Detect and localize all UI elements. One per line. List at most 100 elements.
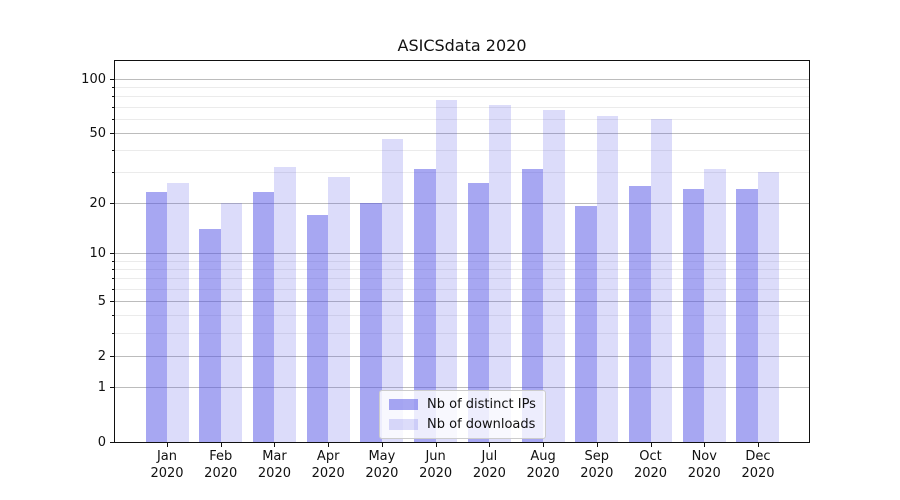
bar-downloads	[650, 118, 673, 442]
y-minor-tick-mark	[112, 87, 114, 89]
grid-minor-line	[115, 106, 809, 108]
legend-label-downloads: Nb of downloads	[427, 417, 536, 432]
y-minor-tick-mark	[112, 315, 114, 317]
grid-major-line	[115, 202, 809, 204]
bar-downloads	[381, 139, 404, 442]
legend-item-downloads: Nb of downloads	[389, 417, 536, 432]
y-minor-tick-mark	[112, 278, 114, 280]
grid-minor-line	[115, 87, 809, 89]
x-tick-label: Aug 2020	[511, 448, 575, 482]
x-tick-mark	[167, 443, 168, 447]
y-tick-label: 20	[89, 195, 106, 211]
x-tick-label: Nov 2020	[672, 448, 736, 482]
grid-minor-line	[115, 118, 809, 120]
y-tick-label: 100	[81, 72, 106, 88]
y-tick-mark	[110, 202, 114, 204]
x-tick-month: Aug	[530, 449, 556, 464]
x-tick-label: May 2020	[350, 448, 414, 482]
grid-major-line	[115, 355, 809, 357]
legend-label-distinct-ips: Nb of distinct IPs	[427, 397, 536, 412]
x-tick-year: 2020	[365, 466, 399, 481]
bar-downloads	[274, 167, 296, 442]
bar-downloads	[167, 182, 189, 442]
plot-area: Nb of distinct IPs Nb of downloads	[114, 60, 810, 443]
x-tick-month: Apr	[316, 449, 340, 464]
grid-minor-line	[115, 171, 809, 173]
y-tick-label: 0	[97, 435, 106, 450]
grid-minor-line	[115, 332, 809, 334]
y-tick-mark	[110, 442, 114, 443]
legend-swatch-downloads	[389, 419, 418, 430]
bar-downloads	[328, 177, 350, 442]
x-tick-month: Oct	[639, 449, 662, 464]
grid-minor-line	[115, 315, 809, 317]
bar-distinct-ips	[252, 192, 275, 442]
x-tick-year: 2020	[741, 466, 775, 481]
x-tick-label: Oct 2020	[619, 448, 683, 482]
y-tick-mark	[110, 79, 114, 81]
bar-distinct-ips	[736, 188, 758, 442]
x-tick-month: Mar	[262, 449, 287, 464]
bar-distinct-ips	[360, 202, 382, 442]
x-tick-mark	[435, 443, 437, 447]
y-minor-tick-mark	[112, 149, 114, 151]
x-tick-mark	[650, 443, 652, 447]
x-tick-mark	[757, 443, 759, 447]
bar-downloads	[757, 171, 780, 442]
x-tick-month: Dec	[745, 449, 771, 464]
x-tick-mark	[489, 443, 491, 447]
bar-downloads	[596, 116, 619, 442]
bar-downloads	[543, 110, 565, 442]
y-tick-label: 2	[97, 348, 106, 364]
x-tick-month: Jul	[481, 449, 498, 464]
x-tick-label: Sep 2020	[565, 448, 629, 482]
legend-swatch-distinct-ips	[389, 399, 418, 410]
x-tick-label: Feb 2020	[189, 448, 253, 482]
x-tick-mark	[220, 443, 222, 447]
legend: Nb of distinct IPs Nb of downloads	[379, 390, 546, 439]
y-minor-tick-mark	[112, 96, 114, 98]
x-tick-year: 2020	[311, 466, 345, 481]
x-tick-month: Feb	[209, 449, 233, 464]
x-tick-month: Sep	[584, 449, 610, 464]
grid-minor-line	[115, 96, 809, 98]
bar-downloads	[489, 104, 511, 442]
y-tick-label: 50	[89, 125, 106, 141]
x-tick-mark	[328, 443, 330, 447]
x-tick-label: Apr 2020	[296, 448, 360, 482]
grid-minor-line	[115, 149, 809, 151]
x-tick-year: 2020	[687, 466, 721, 481]
x-tick-year: 2020	[580, 466, 614, 481]
grid-major-line	[115, 132, 809, 134]
x-tick-year: 2020	[150, 466, 184, 481]
y-minor-tick-mark	[112, 269, 114, 271]
x-tick-mark	[381, 443, 383, 447]
x-tick-month: Jan	[156, 449, 178, 464]
grid-major-line	[115, 301, 809, 303]
x-tick-year: 2020	[204, 466, 238, 481]
y-minor-tick-mark	[112, 171, 114, 173]
bar-downloads	[435, 100, 458, 442]
bar-distinct-ips	[521, 169, 544, 442]
y-tick-mark	[110, 132, 114, 134]
x-tick-year: 2020	[419, 466, 453, 481]
x-tick-mark	[543, 443, 545, 447]
x-tick-label: Jul 2020	[457, 448, 521, 482]
bar-distinct-ips	[306, 214, 329, 442]
grid-major-line	[115, 79, 809, 81]
x-tick-label: Mar 2020	[242, 448, 306, 482]
bar-distinct-ips	[414, 169, 436, 442]
y-minor-tick-mark	[112, 332, 114, 334]
x-tick-year: 2020	[633, 466, 668, 481]
x-tick-label: Jan 2020	[135, 448, 199, 482]
bar-distinct-ips	[682, 188, 705, 442]
bar-distinct-ips	[199, 229, 221, 442]
y-minor-tick-mark	[112, 118, 114, 120]
x-tick-month: May	[368, 449, 396, 464]
y-minor-tick-mark	[112, 288, 114, 290]
x-tick-mark	[596, 443, 598, 447]
x-tick-year: 2020	[257, 466, 291, 481]
y-tick-mark	[110, 301, 114, 303]
bar-distinct-ips	[467, 182, 490, 442]
